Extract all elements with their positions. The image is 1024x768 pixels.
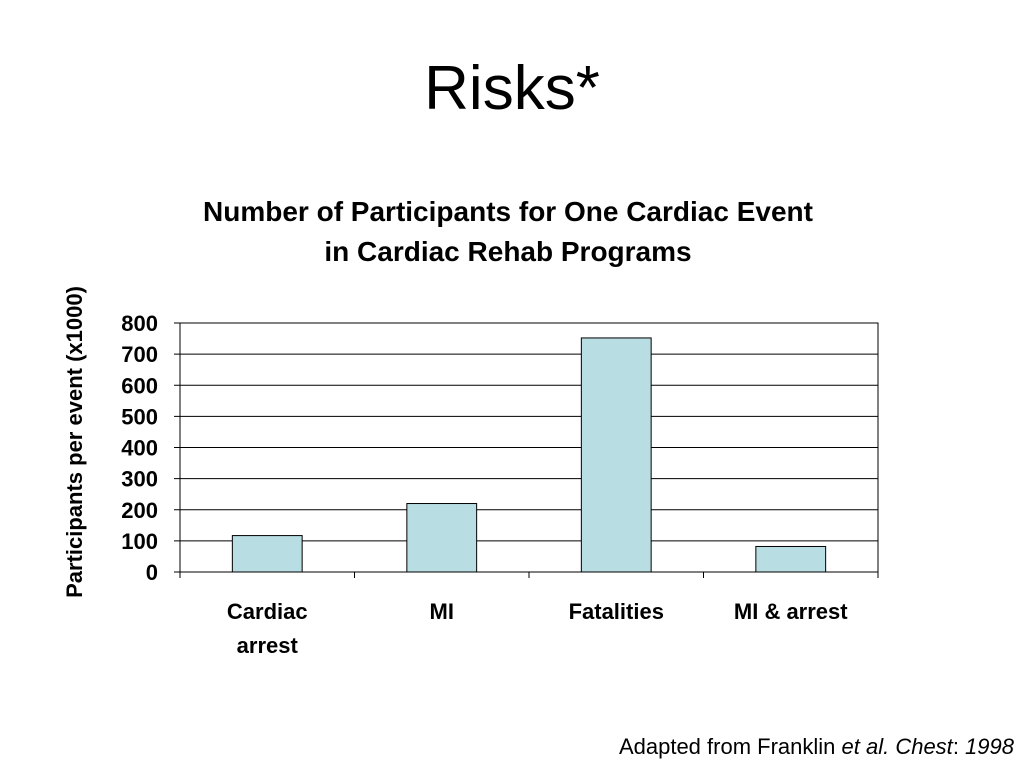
bar [406,503,478,573]
x-tick-label-line: MI [430,599,454,624]
y-tick-label: 600 [121,373,158,398]
y-tick-label: 0 [146,560,158,585]
y-tick-label: 400 [121,436,158,461]
slide-title: Risks* [424,54,600,123]
x-tick-label-line: arrest [237,633,299,658]
y-tick-label: 700 [121,342,158,367]
citation-colon: : [952,734,966,759]
y-tick-label: 200 [121,498,158,523]
citation-etal: et al. [841,734,890,759]
y-tick-label: 100 [121,529,158,554]
x-tick-label-line: Fatalities [569,599,664,624]
x-tick-label: MI [430,599,454,624]
bar [580,337,652,573]
y-tick-label: 500 [121,404,158,429]
y-tick-label: 300 [121,467,158,492]
citation-prefix: Adapted from Franklin [618,734,842,759]
citation-year: 1998 [965,734,1014,759]
y-tick-label: 800 [121,311,158,336]
x-tick-label: Cardiac arrest [227,599,308,658]
chart-title-line-1: Number of Participants for One Cardiac E… [203,196,813,227]
citation-journal: Chest [895,734,953,759]
bar [755,545,827,573]
x-tick-label-line: MI & arrest [734,599,848,624]
x-tick-label: MI & arrest [734,599,848,624]
chart-title-line-2: in Cardiac Rehab Programs [324,236,692,267]
x-tick-label-line: Cardiac [227,599,308,624]
bar [231,535,303,573]
source-citation: Adapted from Franklin et al. Chest: 1998 [619,736,1014,758]
x-tick-label: Fatalities [569,599,664,624]
